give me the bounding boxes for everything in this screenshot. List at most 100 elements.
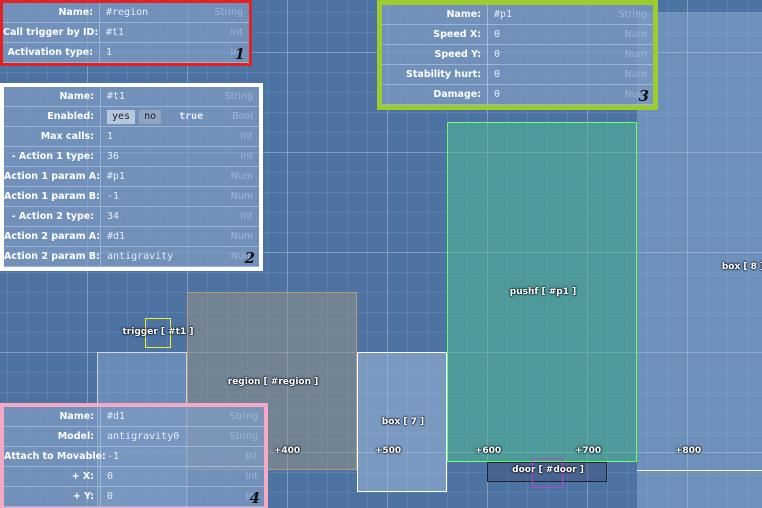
property-row: Attach to Movable: -1 Int: [4, 447, 264, 467]
property-row: Speed X: 0 Num: [382, 25, 653, 45]
property-value-text[interactable]: #region: [106, 7, 149, 18]
property-value: -1: [101, 451, 245, 462]
property-value: antigravity: [101, 251, 231, 262]
property-type: Bool: [232, 111, 253, 122]
property-value-text[interactable]: 0: [107, 491, 114, 502]
property-type: Int: [230, 47, 243, 58]
property-value-text[interactable]: 1: [106, 47, 113, 58]
property-type: Num: [230, 231, 253, 242]
property-label: Name:: [4, 87, 101, 106]
property-value-text[interactable]: #d1: [107, 231, 126, 242]
property-value: 34: [101, 211, 240, 222]
property-row: Enabled: yes no true Bool: [4, 107, 259, 127]
property-label: Stability hurt:: [382, 65, 488, 84]
property-value: 0: [488, 29, 625, 40]
object-label: box [ 7 ]: [381, 417, 425, 427]
property-value-text[interactable]: 0: [494, 89, 501, 100]
box-7-area: [357, 352, 447, 492]
property-type: Int: [245, 491, 258, 502]
property-label: - Action 2 type:: [4, 207, 101, 226]
property-value: 0: [101, 471, 245, 482]
property-value: #region: [100, 7, 215, 18]
property-label: Name:: [382, 5, 488, 24]
property-type: Num: [230, 191, 253, 202]
property-value-text[interactable]: antigravity0: [107, 431, 180, 442]
property-value-text[interactable]: 34: [107, 211, 120, 222]
toggle-option[interactable]: yes: [107, 109, 136, 124]
property-value-text[interactable]: 1: [107, 131, 114, 142]
object-label: pushf [ #p1 ]: [509, 287, 577, 297]
panel-number: 1: [234, 45, 245, 63]
property-type: Num: [624, 49, 647, 60]
property-value-text[interactable]: #p1: [107, 171, 126, 182]
pushf-area: [447, 122, 637, 462]
property-label: Name:: [4, 407, 101, 426]
property-label: Attach to Movable:: [4, 447, 106, 466]
property-panel: Name: #t1 String Enabled: yes no true Bool Max c…: [0, 83, 263, 271]
property-label: Call trigger by ID:: [3, 23, 100, 42]
property-value: #p1: [488, 9, 619, 20]
property-row: Action 1 param A: #p1 Num: [4, 167, 259, 187]
property-value: 36: [101, 151, 240, 162]
property-label: - Action 1 type:: [4, 147, 101, 166]
property-panel: Name: #p1 String Speed X: 0 Num Speed Y: 0 Num St…: [377, 0, 658, 110]
object-label: trigger [ #t1 ]: [122, 327, 194, 337]
property-value-text[interactable]: -1: [107, 191, 120, 202]
property-label: Action 2 param A:: [4, 227, 101, 246]
ruler-label: +400: [273, 446, 301, 456]
property-type: Num: [230, 251, 253, 262]
property-row: Name: #d1 String: [4, 407, 264, 427]
property-type: Int: [240, 131, 253, 142]
property-row: Action 2 param A: #d1 Num: [4, 227, 259, 247]
panel-number: 4: [249, 489, 260, 507]
property-type: Num: [624, 89, 647, 100]
trigger-area: [145, 318, 171, 348]
property-panel: Name: #d1 String Model: antigravity0 String At…: [0, 403, 268, 508]
property-type: Num: [624, 29, 647, 40]
property-label: Max calls:: [4, 127, 101, 146]
property-label: Action 1 param B:: [4, 187, 101, 206]
property-row: Damage: 0 Num: [382, 85, 653, 105]
property-row: Stability hurt: 0 Num: [382, 65, 653, 85]
property-label: + Y:: [4, 487, 101, 506]
property-value-text[interactable]: #t1: [106, 27, 125, 38]
property-value: 1: [100, 47, 230, 58]
property-label: Speed X:: [382, 25, 488, 44]
property-value: 1: [101, 131, 240, 142]
property-row: Name: #p1 String: [382, 5, 653, 25]
object-label: door [ #door ]: [512, 465, 584, 475]
property-row: Name: #region String: [3, 3, 249, 23]
property-row: Model: antigravity0 String: [4, 427, 264, 447]
property-value-text[interactable]: #d1: [107, 411, 126, 422]
toggle-option[interactable]: no: [139, 109, 162, 124]
property-row: Speed Y: 0 Num: [382, 45, 653, 65]
property-value-text[interactable]: 0: [107, 471, 114, 482]
property-value-text[interactable]: antigravity: [107, 251, 174, 262]
property-row: Action 1 param B: -1 Num: [4, 187, 259, 207]
property-value-text: true: [179, 111, 204, 122]
property-label: Model:: [4, 427, 101, 446]
property-type: Num: [624, 69, 647, 80]
property-row: Max calls: 1 Int: [4, 127, 259, 147]
property-value-text[interactable]: -1: [107, 451, 120, 462]
property-value: 0: [488, 89, 625, 100]
property-value-text[interactable]: 36: [107, 151, 120, 162]
property-type: Int: [245, 471, 258, 482]
object-label: region [ #region ]: [227, 377, 319, 387]
property-label: Activation type:: [3, 43, 100, 62]
ruler-label: +700: [574, 446, 602, 456]
property-value-text[interactable]: #p1: [494, 9, 513, 20]
property-value: 0: [488, 69, 625, 80]
property-type: Num: [230, 171, 253, 182]
property-value-text[interactable]: 0: [494, 69, 501, 80]
property-label: Name:: [3, 3, 100, 22]
property-value-text[interactable]: #t1: [107, 91, 126, 102]
property-value: #d1: [101, 231, 231, 242]
property-value-text[interactable]: 0: [494, 29, 501, 40]
property-value: #t1: [100, 27, 230, 38]
object-label: box [ 8 ]: [721, 262, 762, 272]
property-value: 0: [101, 491, 245, 502]
property-type: Int: [240, 151, 253, 162]
property-value-text[interactable]: 0: [494, 49, 501, 60]
